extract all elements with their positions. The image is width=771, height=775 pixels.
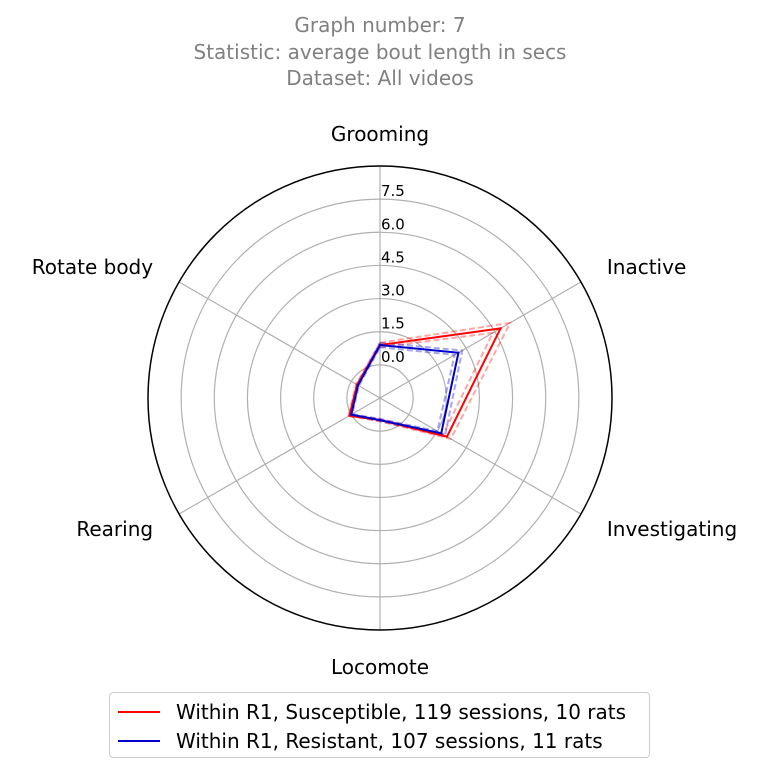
tick-label-4: 6.0 bbox=[381, 215, 405, 233]
title-line-3: Dataset: All videos bbox=[286, 66, 474, 90]
series-0-point-2 bbox=[445, 435, 449, 438]
legend: Within R1, Susceptible, 119 sessions, 10… bbox=[109, 692, 650, 758]
series-1-point-3 bbox=[378, 418, 382, 422]
series-1-point-5 bbox=[356, 384, 360, 387]
chart-title: Graph number: 7 Statistic: average bout … bbox=[194, 13, 567, 90]
legend-label-resistant: Within R1, Resistant, 107 sessions, 11 r… bbox=[176, 728, 603, 753]
tick-label-2: 3.0 bbox=[381, 282, 405, 300]
axis-label-rotate-body: Rotate body bbox=[32, 255, 153, 279]
tick-label-3: 4.5 bbox=[381, 248, 405, 266]
legend-label-susceptible: Within R1, Susceptible, 119 sessions, 10… bbox=[176, 699, 627, 724]
legend-swatch-susceptible bbox=[118, 710, 160, 713]
series-1-point-4 bbox=[350, 413, 353, 416]
axis-labels: Grooming Inactive Investigating Locomote Rea… bbox=[32, 122, 737, 679]
series-1-point-2 bbox=[440, 432, 443, 435]
tick-label-0: 0.0 bbox=[381, 348, 405, 366]
tick-label-1: 1.5 bbox=[381, 315, 405, 333]
axis-label-inactive: Inactive bbox=[607, 255, 686, 279]
series-bands bbox=[347, 321, 512, 441]
tick-label-5: 7.5 bbox=[381, 182, 405, 200]
legend-item-susceptible: Within R1, Susceptible, 119 sessions, 10… bbox=[118, 697, 649, 726]
polar-frame bbox=[147, 165, 613, 631]
title-line-2: Statistic: average bout length in secs bbox=[194, 40, 567, 64]
axis-label-investigating: Investigating bbox=[607, 517, 737, 541]
radial-tick-labels: 0.0 1.5 3.0 4.5 6.0 7.5 bbox=[381, 182, 405, 366]
legend-swatch-resistant bbox=[118, 739, 160, 742]
spoke-rearing bbox=[178, 397, 381, 515]
spoke-rotate-body bbox=[178, 281, 381, 399]
title-line-1: Graph number: 7 bbox=[294, 13, 465, 37]
series-1-point-1 bbox=[457, 351, 460, 354]
series-1-point-0 bbox=[378, 343, 382, 347]
axis-label-grooming: Grooming bbox=[331, 122, 429, 146]
spoke-inactive bbox=[379, 281, 582, 399]
legend-item-resistant: Within R1, Resistant, 107 sessions, 11 r… bbox=[118, 726, 649, 755]
series-0-point-4 bbox=[348, 414, 351, 417]
series-0-point-1 bbox=[499, 327, 502, 330]
spoke-investigating bbox=[379, 397, 582, 515]
axis-label-locomote: Locomote bbox=[331, 655, 429, 679]
axis-label-rearing: Rearing bbox=[76, 517, 153, 541]
radar-grid bbox=[178, 166, 582, 630]
series-lines bbox=[348, 327, 503, 438]
